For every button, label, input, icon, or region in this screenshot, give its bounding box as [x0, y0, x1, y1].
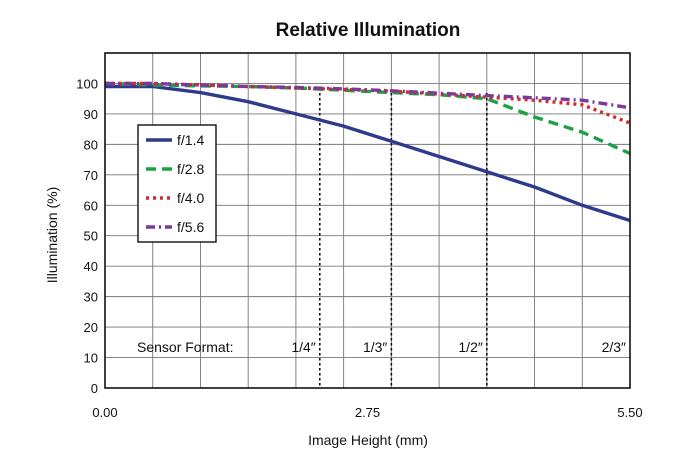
sensor-format-marker-label: 1/3″: [363, 339, 387, 355]
legend-entry-label: f/5.6: [177, 219, 204, 235]
x-tick-label: 2.75: [355, 405, 380, 420]
legend-entry-label: f/2.8: [177, 161, 204, 177]
sensor-format-label: Sensor Format:: [137, 339, 233, 355]
x-tick-label: 0.00: [92, 405, 117, 420]
series-line: [105, 81, 631, 110]
x-axis-label: Image Height (mm): [308, 432, 428, 448]
x-tick-label: 5.50: [617, 405, 642, 420]
sensor-format-lines: [318, 93, 488, 388]
y-tick-label: 40: [84, 259, 98, 274]
legend-entry-label: f/1.4: [177, 132, 204, 148]
y-tick-label: 10: [84, 351, 98, 366]
legend-box: [137, 124, 217, 243]
y-tick-label: 20: [84, 320, 98, 335]
y-tick-label: 60: [84, 198, 98, 213]
series-lines: [104, 81, 631, 223]
y-tick-label: 100: [76, 76, 98, 91]
chart-title: Relative Illumination: [276, 20, 461, 41]
sensor-format-row: Sensor Format: 1/4″ 1/3″ 1/2″ 2/3″: [137, 339, 626, 355]
y-axis-label: Illumination (%): [44, 187, 60, 283]
y-tick-labels: 0 10 20 30 40 50 60 70 80 90 100: [76, 76, 98, 396]
series-line: [104, 81, 631, 156]
sensor-format-marker-label: 2/3″: [602, 339, 626, 355]
sensor-format-marker-label: 1/4″: [291, 339, 315, 355]
y-tick-label: 0: [91, 381, 98, 396]
legend: f/1.4 f/2.8 f/4.0 f/5.6: [137, 124, 217, 243]
y-tick-label: 90: [84, 107, 98, 122]
sensor-format-marker-label: 1/2″: [458, 339, 482, 355]
y-tick-label: 70: [84, 168, 98, 183]
x-tick-labels: 0.00 2.75 5.50: [92, 405, 642, 420]
plot-frame: [104, 52, 631, 389]
y-tick-label: 80: [84, 137, 98, 152]
y-tick-label: 30: [84, 290, 98, 305]
series-line: [105, 84, 631, 223]
legend-entry-label: f/4.0: [177, 190, 204, 206]
y-tick-label: 50: [84, 229, 98, 244]
